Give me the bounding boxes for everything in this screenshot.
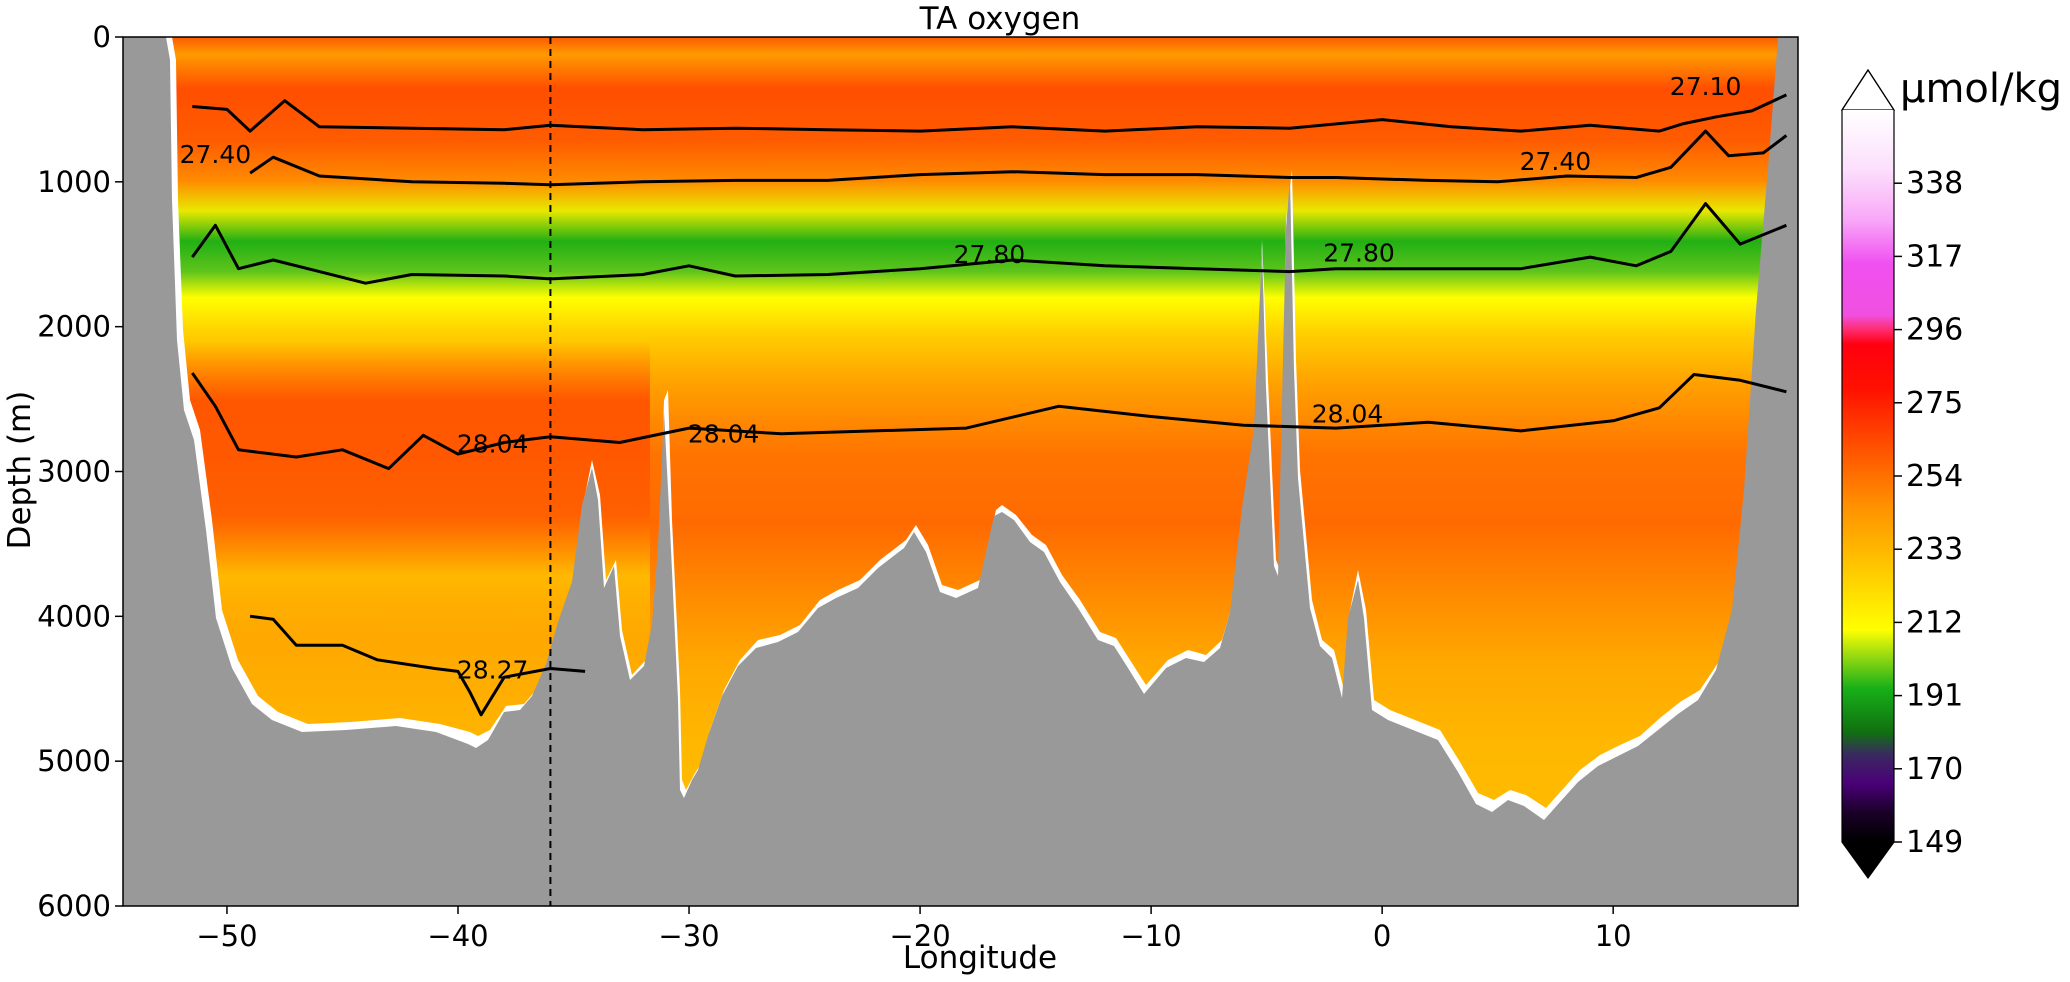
- colorbar-gradient-bar: [1842, 110, 1894, 842]
- x-tick-label: −10: [1121, 919, 1182, 953]
- y-axis: 0 1000 2000 3000 4000 5000 6000: [37, 20, 123, 923]
- colorbar-tick-label: 254: [1906, 459, 1963, 494]
- isopycnal-label: 28.04: [688, 420, 760, 449]
- isopycnal-label: 27.80: [1323, 238, 1395, 267]
- x-tick-label: −20: [889, 919, 950, 953]
- isopycnal-line: [191, 372, 1787, 471]
- y-tick-label: 4000: [37, 599, 111, 633]
- isopycnal-line: [191, 202, 1787, 285]
- isopycnal-contours: [191, 93, 1788, 717]
- colorbar-tick-label: 275: [1906, 386, 1963, 421]
- colorbar-tick-label: 212: [1906, 605, 1963, 640]
- colorbar-ticks: 149 170 191 212 233 254 275 296 317 338: [1894, 166, 1963, 860]
- colorbar-unit: µmol/kg: [1900, 66, 2062, 112]
- isopycnal-line: [249, 614, 586, 717]
- x-tick-label: −50: [196, 919, 257, 953]
- isopycnal-label: 27.10: [1670, 72, 1742, 101]
- x-axis: −50 −40 −30 −20 −10 0 10: [196, 906, 1632, 953]
- y-tick-label: 1000: [37, 165, 111, 199]
- bathymetry-seafloor: [123, 37, 1798, 906]
- isopycnal-labels: 27.10 27.40 27.40 27.80 27.80 28.04 28.04 28.04…: [180, 72, 1742, 685]
- x-tick-label: 10: [1595, 919, 1632, 953]
- x-tick-label: 0: [1373, 919, 1391, 953]
- y-tick-label: 3000: [37, 455, 111, 489]
- isopycnal-label: 28.27: [457, 656, 529, 685]
- y-tick-label: 0: [93, 20, 111, 54]
- isopycnal-line: [249, 129, 1788, 187]
- isopycnal-line: [192, 93, 1788, 133]
- colorbar-extend-bottom: [1842, 842, 1894, 878]
- y-tick-label: 6000: [37, 889, 111, 923]
- isopycnal-label: 28.04: [1312, 399, 1384, 428]
- y-axis-label: Depth (m): [2, 391, 38, 550]
- chart-title: TA oxygen: [919, 1, 1081, 37]
- colorbar: µmol/kg 149 170 191 212 233 254 275 296 317 338: [1840, 66, 2062, 880]
- isopycnal-label: 28.04: [457, 430, 529, 459]
- colorbar-tick-label: 233: [1906, 532, 1963, 567]
- x-axis-label: Longitude: [903, 940, 1057, 976]
- colorbar-tick-label: 338: [1906, 166, 1963, 201]
- y-tick-label: 5000: [37, 744, 111, 778]
- colorbar-tick-label: 170: [1906, 752, 1963, 787]
- x-tick-label: −40: [427, 919, 488, 953]
- colorbar-extend-top: [1840, 68, 1896, 111]
- colorbar-tick-label: 317: [1906, 239, 1963, 274]
- x-tick-label: −30: [658, 919, 719, 953]
- isopycnal-label: 27.40: [180, 140, 252, 169]
- colorbar-tick-label: 296: [1906, 313, 1963, 348]
- colorbar-tick-label: 149: [1906, 825, 1963, 860]
- colorbar-tick-label: 191: [1906, 679, 1963, 714]
- y-tick-label: 2000: [37, 310, 111, 344]
- isopycnal-label: 27.40: [1520, 147, 1592, 176]
- isopycnal-label: 27.80: [954, 240, 1026, 269]
